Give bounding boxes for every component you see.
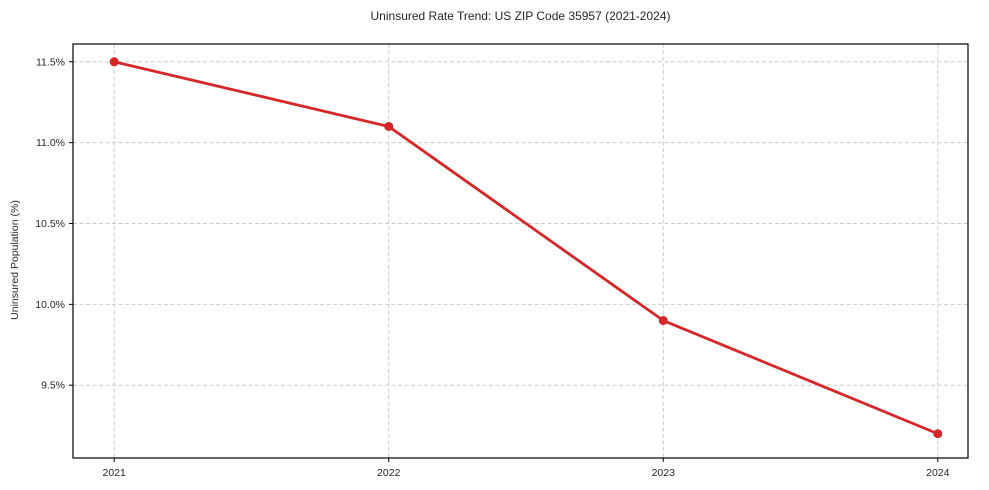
y-tick-label: 9.5%: [41, 380, 65, 392]
y-tick-label: 10.5%: [35, 218, 65, 230]
x-tick-label: 2022: [377, 467, 401, 479]
data-point: [933, 429, 943, 439]
trend-line: [112, 60, 940, 436]
x-tick-label: 2024: [926, 467, 950, 479]
data-point: [658, 316, 668, 326]
chart-title: Uninsured Rate Trend: US ZIP Code 35957 …: [370, 9, 671, 23]
data-point: [109, 57, 119, 67]
y-tick-label: 11.5%: [36, 56, 65, 68]
y-tick-label: 10.0%: [35, 299, 65, 311]
x-tick-label: 2023: [652, 467, 676, 479]
x-tick-label: 2021: [103, 467, 127, 479]
y-tick-label: 11.0%: [36, 137, 65, 149]
plot-border: [72, 43, 969, 459]
data-point: [384, 121, 394, 131]
